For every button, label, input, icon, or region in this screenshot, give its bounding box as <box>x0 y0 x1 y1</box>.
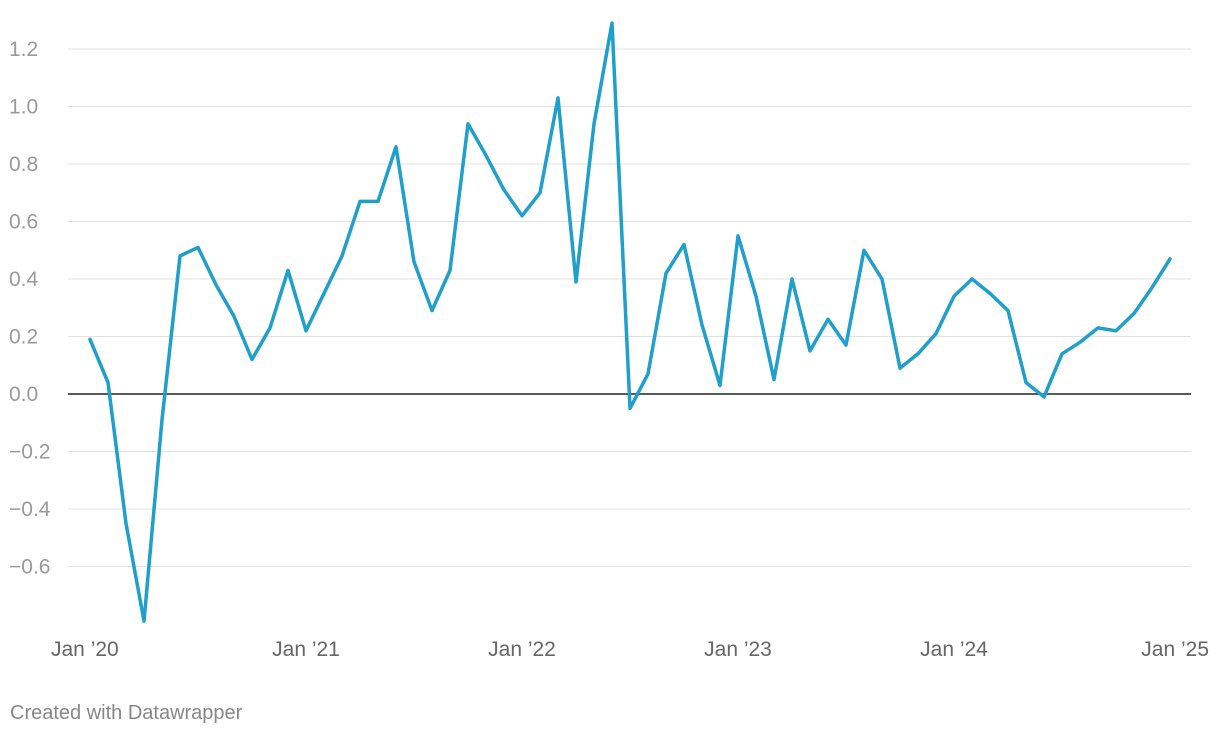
y-tick-label: 0.8 <box>9 153 38 176</box>
y-tick-label: 1.2 <box>9 38 38 61</box>
y-tick-label: 0.4 <box>9 268 39 291</box>
x-tick-label: Jan ’23 <box>704 638 772 661</box>
x-tick-label: Jan ’24 <box>920 638 988 661</box>
line-chart: 1.2 1.0 0.8 0.6 0.4 0.2 0.0 −0.2 −0.4 −0.6 Jan ’2… <box>9 21 1209 661</box>
y-tick-label: −0.2 <box>9 441 50 464</box>
footer-credit[interactable]: Created with Datawrapper <box>10 702 243 724</box>
y-tick-label: −0.4 <box>9 498 51 521</box>
y-tick-label: 0.0 <box>9 383 38 406</box>
series-line <box>88 21 1172 623</box>
y-tick-label: 1.0 <box>9 96 38 119</box>
x-tick-label: Jan ’25 <box>1141 638 1209 661</box>
y-tick-label: −0.6 <box>9 556 50 579</box>
series-group <box>88 21 1172 623</box>
x-tick-label: Jan ’21 <box>272 638 340 661</box>
y-axis: 1.2 1.0 0.8 0.6 0.4 0.2 0.0 −0.2 −0.4 −0.6 <box>9 38 51 579</box>
x-axis: Jan ’20 Jan ’21 Jan ’22 Jan ’23 Jan ’24 Jan ’… <box>51 638 1209 661</box>
y-tick-label: 0.6 <box>9 211 38 234</box>
y-tick-label: 0.2 <box>9 326 38 349</box>
x-tick-label: Jan ’22 <box>488 638 556 661</box>
x-tick-label: Jan ’20 <box>51 638 119 661</box>
grid-lines <box>68 48 1191 567</box>
